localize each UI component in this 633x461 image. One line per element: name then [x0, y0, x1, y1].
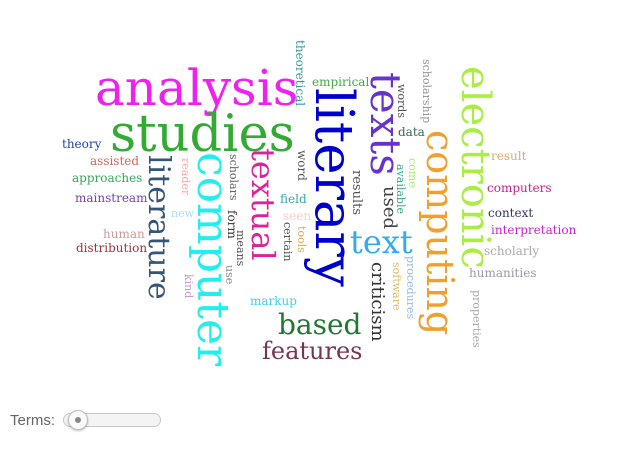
cloud-word-interpretation: interpretation [491, 223, 577, 237]
cloud-word-computer: computer [187, 152, 238, 367]
cloud-word-theory: theory [62, 137, 102, 151]
terms-slider-handle[interactable] [68, 410, 88, 430]
cloud-word-procedures: procedures [404, 256, 417, 320]
cloud-word-literary: literary [303, 88, 364, 287]
cloud-word-used: used [379, 186, 400, 230]
cloud-word-data: data [398, 125, 425, 139]
cloud-word-certain: certain [281, 222, 294, 262]
cloud-word-electronic: electronic [452, 66, 498, 269]
cloud-word-distribution: distribution [76, 241, 148, 255]
cloud-word-computers: computers [487, 181, 552, 195]
cloud-word-empirical: empirical [312, 75, 370, 89]
cloud-word-properties: properties [470, 290, 483, 348]
cloud-word-new: new [171, 207, 195, 220]
cloud-word-approaches: approaches [72, 171, 143, 185]
cloud-word-features: features [262, 337, 363, 365]
cloud-word-kind: kind [182, 274, 195, 299]
cloud-word-text: text [350, 223, 413, 261]
cloud-word-textual: textual [244, 148, 282, 261]
cloud-word-studies: studies [110, 105, 295, 164]
terms-label: Terms: [10, 411, 55, 429]
cloud-word-humanities: humanities [469, 266, 537, 280]
cloud-word-use: use [223, 265, 236, 285]
cloud-word-scholars: scholars [227, 154, 240, 201]
cloud-word-mainstream: mainstream [75, 191, 148, 205]
cloud-word-software: software [390, 262, 403, 311]
cloud-word-come: come [406, 158, 419, 188]
cloud-word-computing: computing [418, 130, 462, 336]
cloud-word-word: word [295, 150, 309, 181]
cloud-word-theoretical: theoretical [293, 40, 307, 107]
cloud-word-texts: texts [361, 72, 410, 176]
cloud-word-seen: seen [283, 209, 312, 223]
cloud-word-markup: markup [250, 294, 297, 308]
cloud-word-analysis: analysis [95, 59, 299, 117]
cloud-word-context: context [488, 206, 534, 220]
cloud-word-scholarship: scholarship [420, 59, 433, 124]
cloud-word-based: based [278, 308, 362, 341]
cloud-word-form: form [225, 210, 239, 239]
cloud-word-human: human [103, 227, 145, 241]
cloud-word-assisted: assisted [90, 154, 140, 168]
cloud-word-tools: tools [295, 226, 308, 253]
cloud-word-literature: literature [141, 155, 176, 300]
cloud-word-words: words [395, 84, 408, 118]
cloud-word-means: means [234, 230, 247, 267]
cloud-word-reader: reader [179, 158, 192, 196]
cloud-word-field: field [280, 192, 307, 206]
cloud-word-criticism: criticism [367, 262, 388, 342]
terms-control: Terms: [10, 409, 161, 431]
word-cloud: analysis studies literary texts electron… [62, 40, 577, 367]
cloud-word-result: result [491, 149, 527, 163]
cloud-word-results: results [349, 170, 364, 216]
terms-slider[interactable] [63, 410, 161, 430]
cloud-word-available: available [394, 164, 407, 214]
cloud-word-scholarly: scholarly [484, 244, 540, 258]
